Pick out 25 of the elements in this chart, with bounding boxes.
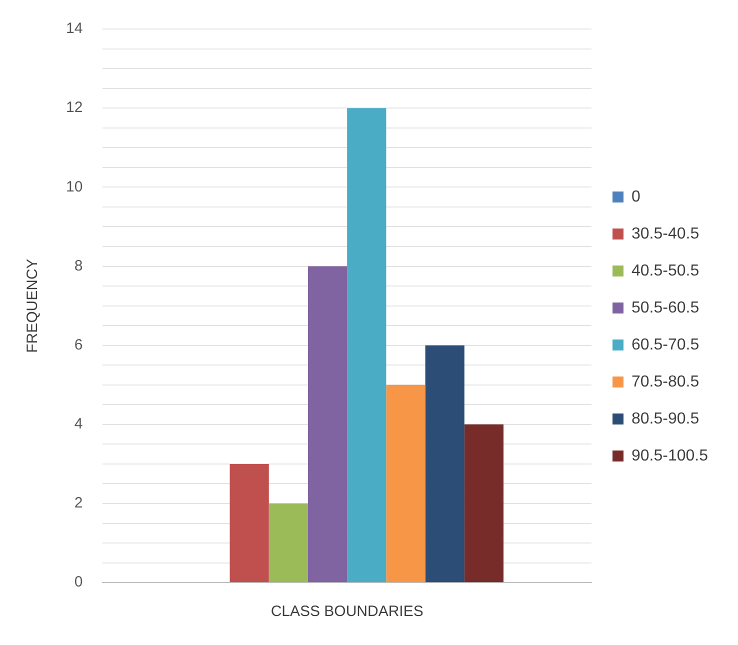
legend-label: 30.5-40.5 xyxy=(631,225,700,242)
y-tick-label: 6 xyxy=(74,336,83,354)
legend-label: 40.5-50.5 xyxy=(631,262,700,280)
y-axis-title: FREQUENCY xyxy=(24,258,42,353)
y-tick-label: 14 xyxy=(66,20,83,38)
bar xyxy=(425,345,464,582)
x-axis-title: CLASS BOUNDARIES xyxy=(270,603,424,620)
legend-label: 60.5-70.5 xyxy=(631,336,700,354)
y-tick-label: 12 xyxy=(66,99,83,116)
bar xyxy=(464,424,504,582)
bar xyxy=(386,384,426,582)
y-tick-label: 0 xyxy=(74,574,83,591)
y-tick-label: 8 xyxy=(74,257,83,274)
y-tick-label: 4 xyxy=(74,416,83,433)
y-tick-label: 2 xyxy=(74,494,83,512)
legend-label: 80.5-90.5 xyxy=(631,410,700,428)
bar xyxy=(268,504,308,582)
y-tick-label: 10 xyxy=(66,178,83,196)
legend-label: 0 xyxy=(631,188,640,206)
bar xyxy=(308,266,348,582)
legend-label: 70.5-80.5 xyxy=(631,373,700,390)
legend-label: 90.5-100.5 xyxy=(631,447,708,464)
legend-label: 50.5-60.5 xyxy=(631,299,700,316)
bar xyxy=(230,464,269,582)
bar xyxy=(347,108,386,582)
